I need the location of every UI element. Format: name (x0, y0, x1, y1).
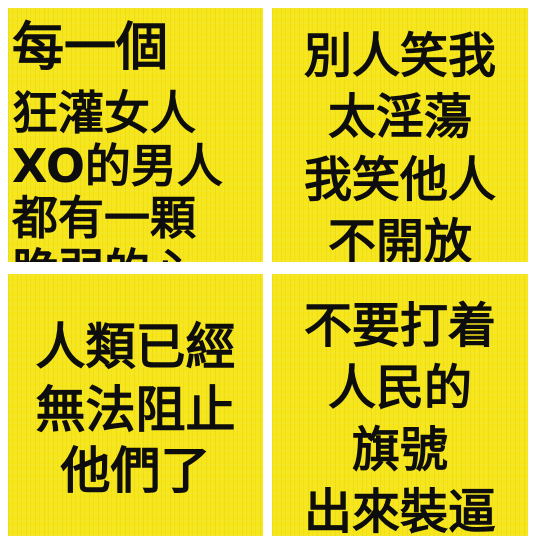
tile-1-line-2: 狂灌女人 (12, 86, 196, 140)
meme-tile-4: 不要打着 人民的 旗號 出來裝逼 (272, 274, 528, 536)
tile-1-line-4: 都有一顆 (12, 191, 196, 245)
tile-3-line-1: 人類已經 (35, 318, 236, 376)
tile-3-line-2: 無法阻止 (35, 381, 236, 439)
tile-2-line-2: 太淫蕩 (327, 89, 472, 145)
tile-4-line-2: 人民的 (327, 360, 472, 416)
tile-1-line-1: 每一個 (12, 18, 169, 78)
tile-4-line-4: 出來裝逼 (303, 484, 496, 536)
tile-4-line-1: 不要打着 (303, 298, 496, 354)
tile-2-line-4: 不開放 (327, 214, 472, 262)
meme-tile-1: 每一個 狂灌女人 XO的男人 都有一顆 脆弱的心 (8, 8, 263, 262)
meme-tile-3: 人類已經 無法阻止 他們了 (8, 274, 263, 536)
tile-4-line-3: 旗號 (351, 422, 448, 478)
meme-tile-2: 別人笑我 太淫蕩 我笑他人 不開放 (272, 8, 528, 262)
tile-1-line-3: XO的男人 (12, 139, 223, 193)
tile-3-line-3: 他們了 (60, 442, 211, 500)
tile-1-line-5: 脆弱的心 (12, 248, 263, 262)
tile-2-line-1: 別人笑我 (303, 28, 496, 84)
tile-2-line-3: 我笑他人 (303, 152, 496, 208)
